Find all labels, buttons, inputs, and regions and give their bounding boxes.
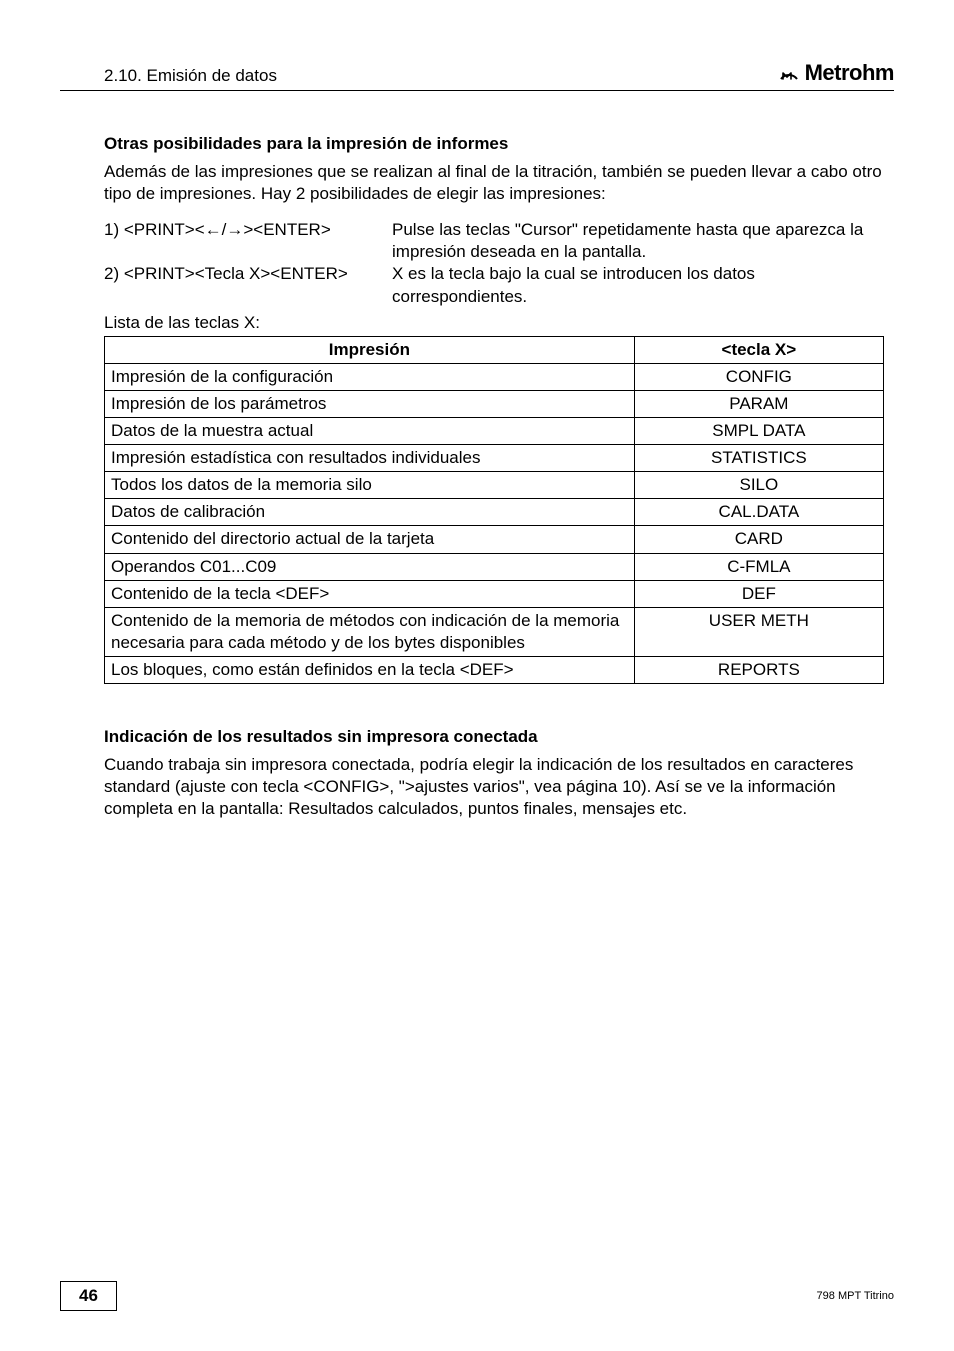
table-row: Contenido de la memoria de métodos con i…	[105, 607, 884, 656]
section1-title: Otras posibilidades para la impresión de…	[104, 133, 884, 155]
table-cell-teclax: C-FMLA	[634, 553, 883, 580]
page-container: 2.10. Emisión de datos Metrohm Otras pos…	[0, 0, 954, 1351]
table-row: Los bloques, como están definidos en la …	[105, 656, 884, 683]
table-cell-impresion: Los bloques, como están definidos en la …	[105, 656, 635, 683]
keys-table: Impresión <tecla X> Impresión de la conf…	[104, 336, 884, 684]
table-row: Impresión de la configuraciónCONFIG	[105, 363, 884, 390]
table-cell-impresion: Todos los datos de la memoria silo	[105, 472, 635, 499]
table-cell-teclax: CARD	[634, 526, 883, 553]
table-cell-impresion: Contenido de la tecla <DEF>	[105, 580, 635, 607]
brand-logo: Metrohm	[777, 60, 894, 86]
header-section-title: 2.10. Emisión de datos	[60, 66, 277, 86]
page-header: 2.10. Emisión de datos Metrohm	[60, 60, 894, 91]
brand-name: Metrohm	[805, 60, 894, 86]
table-intro-label: Lista de las teclas X:	[104, 312, 884, 334]
table-cell-impresion: Operandos C01...C09	[105, 553, 635, 580]
page-number: 46	[60, 1281, 117, 1311]
table-cell-impresion: Impresión estadística con resultados ind…	[105, 445, 635, 472]
print-options: 1) <PRINT><←/→><ENTER> Pulse las teclas …	[104, 219, 884, 307]
table-row: Todos los datos de la memoria siloSILO	[105, 472, 884, 499]
table-cell-teclax: DEF	[634, 580, 883, 607]
table-cell-teclax: STATISTICS	[634, 445, 883, 472]
table-header-teclax: <tecla X>	[634, 336, 883, 363]
table-cell-teclax: SMPL DATA	[634, 418, 883, 445]
table-cell-impresion: Impresión de los parámetros	[105, 390, 635, 417]
table-cell-teclax: CONFIG	[634, 363, 883, 390]
table-cell-teclax: PARAM	[634, 390, 883, 417]
section1-intro: Además de las impresiones que se realiza…	[104, 161, 884, 205]
section2-body: Cuando trabaja sin impresora conectada, …	[104, 754, 884, 820]
page-footer: 46 798 MPT Titrino	[60, 1281, 894, 1311]
table-cell-impresion: Datos de la muestra actual	[105, 418, 635, 445]
table-cell-teclax: CAL.DATA	[634, 499, 883, 526]
table-row: Operandos C01...C09C-FMLA	[105, 553, 884, 580]
section2: Indicación de los resultados sin impreso…	[104, 726, 884, 820]
table-cell-impresion: Contenido de la memoria de métodos con i…	[105, 607, 635, 656]
table-cell-teclax: REPORTS	[634, 656, 883, 683]
option1-keys: 1) <PRINT><←/→><ENTER>	[104, 219, 384, 263]
table-header-impresion: Impresión	[105, 336, 635, 363]
option1-desc: Pulse las teclas "Cursor" repetidamente …	[392, 219, 884, 263]
table-cell-impresion: Impresión de la configuración	[105, 363, 635, 390]
table-row: Impresión estadística con resultados ind…	[105, 445, 884, 472]
table-cell-impresion: Datos de calibración	[105, 499, 635, 526]
metrohm-icon	[777, 61, 801, 86]
section2-title: Indicación de los resultados sin impreso…	[104, 726, 884, 748]
table-row: Contenido de la tecla <DEF>DEF	[105, 580, 884, 607]
option2-desc: X es la tecla bajo la cual se introducen…	[392, 263, 884, 307]
table-row: Impresión de los parámetrosPARAM	[105, 390, 884, 417]
table-cell-impresion: Contenido del directorio actual de la ta…	[105, 526, 635, 553]
table-header-row: Impresión <tecla X>	[105, 336, 884, 363]
page-body: Otras posibilidades para la impresión de…	[60, 133, 894, 820]
table-row: Contenido del directorio actual de la ta…	[105, 526, 884, 553]
table-cell-teclax: USER METH	[634, 607, 883, 656]
option2-keys: 2) <PRINT><Tecla X><ENTER>	[104, 263, 384, 307]
table-row: Datos de la muestra actualSMPL DATA	[105, 418, 884, 445]
document-id: 798 MPT Titrino	[817, 1290, 894, 1302]
table-row: Datos de calibraciónCAL.DATA	[105, 499, 884, 526]
table-cell-teclax: SILO	[634, 472, 883, 499]
